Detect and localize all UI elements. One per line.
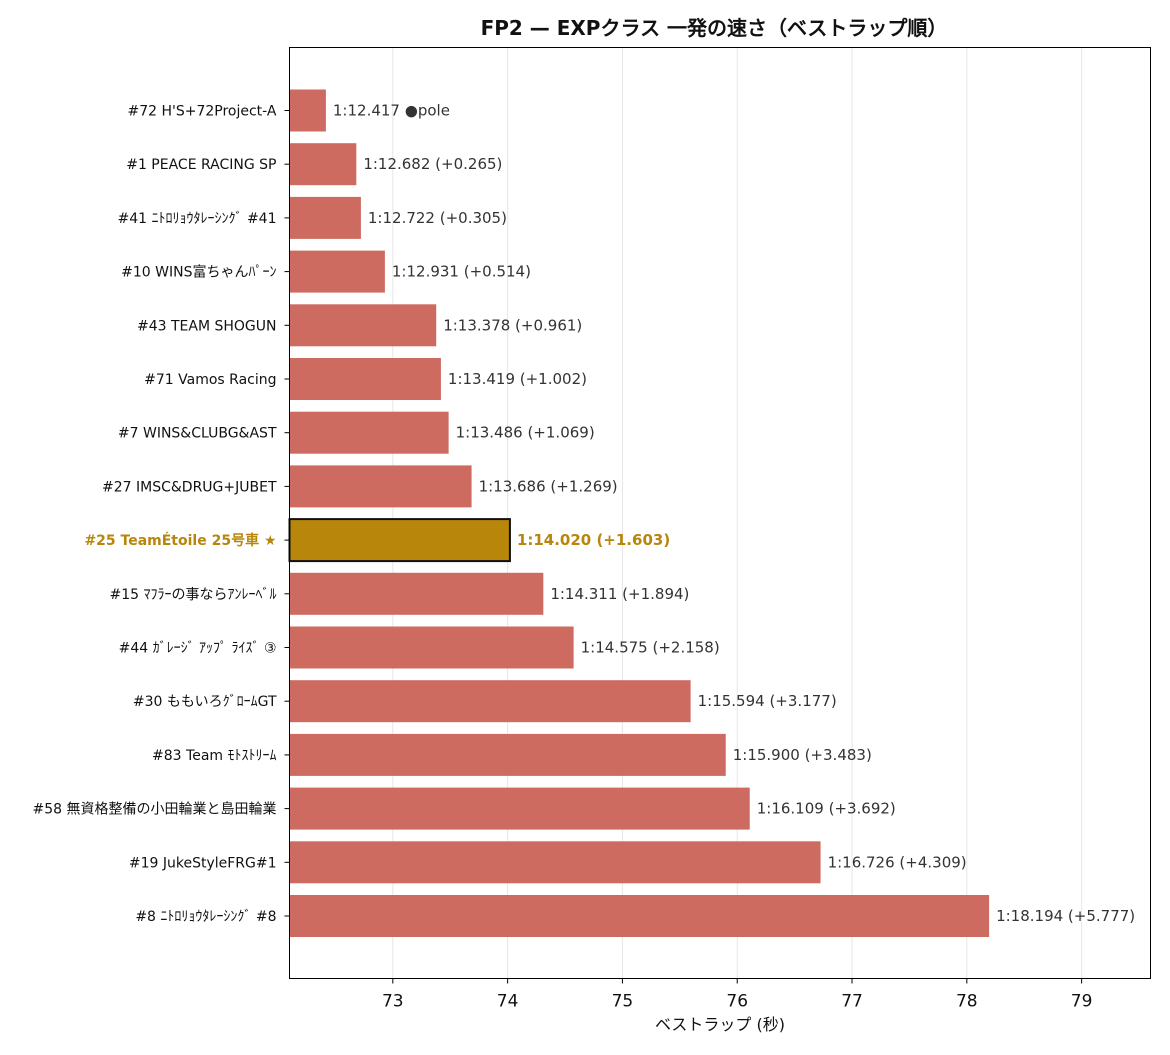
y-tick-label: #41 ﾆﾄﾛﾘｮｳﾀﾚｰｼﾝｸﾞ #41 bbox=[118, 211, 277, 227]
chart-title: FP2 — EXPクラス 一発の速さ（ベストラップ順） bbox=[481, 16, 948, 40]
bar bbox=[289, 143, 357, 186]
data-label: 1:12.722 (+0.305) bbox=[368, 209, 507, 227]
x-ticks: 73 74 75 76 77 78 79 bbox=[382, 978, 1093, 1012]
data-label: 1:12.417 ●pole bbox=[333, 102, 450, 120]
y-tick-label: #15 ﾏﾌﾗｰの事ならｱﾝﾚｰﾍﾞﾙ bbox=[110, 587, 277, 603]
x-tick-label: 75 bbox=[612, 992, 634, 1012]
bar bbox=[289, 680, 691, 723]
y-tick-label: #27 IMSC&DRUG+JUBET bbox=[102, 479, 277, 495]
bar bbox=[289, 411, 449, 454]
y-tick-label: #43 TEAM SHOGUN bbox=[137, 318, 277, 334]
y-tick-label: #7 WINS&CLUBG&AST bbox=[118, 426, 277, 442]
bars bbox=[288, 89, 990, 937]
y-tick-label: #72 H'S+72Project-A bbox=[127, 104, 276, 120]
bar bbox=[288, 518, 511, 563]
x-tick-label: 73 bbox=[382, 992, 404, 1012]
data-label: 1:18.194 (+5.777) bbox=[996, 907, 1135, 925]
bar bbox=[289, 626, 574, 669]
bar bbox=[289, 89, 326, 132]
data-label: 1:14.311 (+1.894) bbox=[550, 585, 689, 603]
y-tick-label: #25 TeamÉtoile 25号車 ★ bbox=[84, 532, 276, 549]
y-tick-label: #58 無資格整備の小田輪業と島田輪業 bbox=[33, 801, 277, 818]
data-label: 1:14.575 (+2.158) bbox=[581, 639, 720, 657]
bar bbox=[289, 572, 544, 615]
y-tick-label: #71 Vamos Racing bbox=[144, 372, 276, 388]
data-label: 1:12.931 (+0.514) bbox=[392, 263, 531, 281]
y-tick-label: #10 WINS富ちゃんﾊﾟｰﾝ bbox=[121, 264, 276, 281]
grid-lines bbox=[392, 47, 1083, 979]
data-label: 1:13.686 (+1.269) bbox=[479, 477, 618, 495]
plot-frame bbox=[289, 47, 1151, 979]
y-tick-labels: #72 H'S+72Project-A #1 PEACE RACING SP #41… bbox=[33, 104, 290, 925]
data-label: 1:15.900 (+3.483) bbox=[733, 746, 872, 764]
y-tick-label: #1 PEACE RACING SP bbox=[126, 157, 276, 173]
y-tick-label: #83 Team ﾓﾄｽﾄﾘｰﾑ bbox=[152, 748, 276, 764]
data-label: 1:16.726 (+4.309) bbox=[828, 853, 967, 871]
bar bbox=[289, 733, 726, 776]
data-label: 1:15.594 (+3.177) bbox=[698, 692, 837, 710]
data-label: 1:14.020 (+1.603) bbox=[517, 531, 670, 549]
bar bbox=[289, 304, 437, 347]
y-tick-label: #8 ﾆﾄﾛﾘｮｳﾀﾚｰｼﾝｸﾞ #8 bbox=[135, 909, 276, 925]
x-tick-label: 74 bbox=[497, 992, 519, 1012]
bar bbox=[289, 895, 990, 937]
bar bbox=[289, 465, 472, 508]
data-labels: 1:12.417 ●pole 1:12.682 (+0.265) 1:12.722 … bbox=[333, 102, 1135, 926]
x-tick-label: 76 bbox=[726, 992, 748, 1012]
data-label: 1:13.419 (+1.002) bbox=[448, 370, 587, 388]
bar bbox=[289, 358, 441, 400]
x-tick-label: 77 bbox=[841, 992, 863, 1012]
data-label: 1:13.486 (+1.069) bbox=[456, 424, 595, 442]
y-tick-label: #19 JukeStyleFRG#1 bbox=[129, 855, 277, 871]
bar bbox=[289, 841, 821, 884]
x-axis-label: ベストラップ (秒) bbox=[655, 1015, 785, 1034]
data-label: 1:16.109 (+3.692) bbox=[757, 800, 896, 818]
data-label: 1:12.682 (+0.265) bbox=[363, 155, 502, 173]
bar bbox=[289, 787, 750, 830]
x-tick-label: 79 bbox=[1071, 992, 1093, 1012]
data-label: 1:13.378 (+0.961) bbox=[443, 316, 582, 334]
x-tick-label: 78 bbox=[956, 992, 978, 1012]
bar bbox=[289, 196, 361, 239]
bar bbox=[289, 250, 385, 293]
y-tick-label: #44 ｶﾞﾚｰｼﾞ ｱｯﾌﾟ ﾗｲｽﾞ ③ bbox=[119, 641, 277, 657]
y-tick-label: #30 ももいろｸﾞﾛｰﾑGT bbox=[133, 694, 277, 710]
